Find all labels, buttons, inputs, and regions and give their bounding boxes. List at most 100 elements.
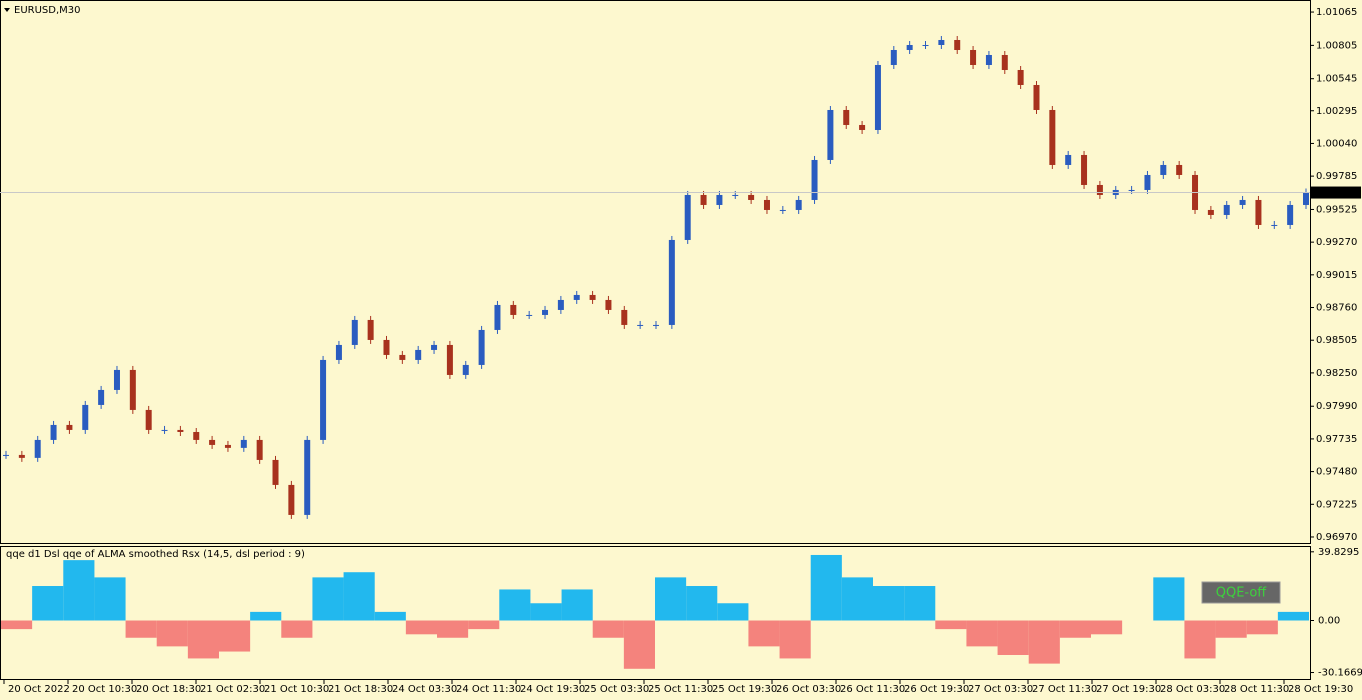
candle: [50, 424, 57, 440]
y-tick-label: 0.99785: [1316, 171, 1357, 182]
histogram-bar: [125, 620, 157, 638]
candle: [145, 409, 152, 430]
candle: [637, 324, 644, 326]
y-tick-label: 1.00040: [1316, 138, 1357, 149]
x-tick-label: 27 Oct 03:30: [968, 684, 1033, 695]
candle: [224, 444, 231, 448]
candle: [18, 454, 25, 458]
candle: [874, 64, 881, 130]
candle: [922, 44, 929, 46]
y-tick-label: 1.01065: [1316, 7, 1357, 18]
histogram-bar: [717, 603, 749, 621]
histogram-bar: [779, 620, 811, 659]
menu-arrow[interactable]: [4, 8, 10, 12]
candle: [1287, 204, 1294, 225]
x-tick-label: 21 Oct 18:30: [328, 684, 393, 695]
candle: [1096, 184, 1103, 195]
candle: [82, 404, 89, 430]
candle: [970, 49, 977, 65]
x-tick-label: 20 Oct 18:30: [136, 684, 201, 695]
candle: [732, 194, 739, 196]
histogram-bar: [1153, 577, 1185, 621]
candle: [3, 454, 9, 456]
candle: [1223, 204, 1230, 215]
candle: [748, 194, 755, 200]
candle: [954, 39, 961, 50]
qqe-button-label[interactable]: QQE-off: [1216, 586, 1268, 601]
y-tick-label: 0.97480: [1316, 467, 1357, 478]
y-tick-label: 0.00: [1318, 616, 1340, 627]
histogram-bar: [1028, 620, 1060, 664]
candle: [557, 299, 564, 310]
histogram-bar: [904, 586, 936, 621]
candle: [1239, 199, 1246, 205]
candle: [859, 124, 866, 130]
histogram-bar: [810, 554, 842, 621]
y-tick-label: 0.98505: [1316, 335, 1357, 346]
y-tick-label: 0.98760: [1316, 303, 1357, 314]
candle: [367, 319, 374, 340]
candle: [621, 309, 628, 325]
candle: [510, 304, 517, 315]
candle: [193, 431, 200, 440]
y-tick-label: 0.99525: [1316, 204, 1357, 215]
histogram-bar: [1059, 620, 1091, 638]
x-tick-label: 25 Oct 11:30: [648, 684, 713, 695]
candle: [1017, 69, 1024, 85]
candle: [1271, 224, 1278, 226]
histogram-bar: [468, 620, 500, 630]
indicator-panel: [0, 546, 1311, 680]
y-tick-label: 1.00805: [1316, 40, 1357, 51]
histogram-bar: [748, 620, 780, 647]
y-tick-label: 0.98250: [1316, 368, 1357, 379]
y-tick-label: 39.8295: [1318, 547, 1359, 558]
histogram-bar: [561, 589, 593, 621]
histogram-bar: [592, 620, 624, 638]
y-tick-label: 0.96970: [1316, 532, 1357, 543]
x-tick-label: 24 Oct 03:30: [392, 684, 457, 695]
candle: [1001, 54, 1008, 70]
main-panel: [0, 0, 1311, 544]
candle: [113, 369, 120, 390]
candle: [1207, 209, 1214, 215]
histogram-bar: [437, 620, 469, 638]
candle: [938, 39, 945, 45]
candle: [209, 439, 216, 445]
histogram-bar: [281, 620, 313, 638]
histogram-bar: [873, 586, 905, 621]
candle: [288, 484, 295, 515]
y-tick-label: 1.00295: [1316, 106, 1357, 117]
y-tick-label: 0.97735: [1316, 434, 1357, 445]
histogram-bar: [250, 611, 282, 621]
symbol-label: EURUSD,M30: [14, 5, 80, 16]
x-tick-label: 25 Oct 19:30: [712, 684, 777, 695]
x-tick-label: 26 Oct 03:30: [776, 684, 841, 695]
candle: [66, 424, 73, 430]
candle: [1065, 154, 1072, 165]
x-tick-label: 21 Oct 02:30: [200, 684, 265, 695]
candle: [446, 344, 453, 375]
histogram-bar: [187, 620, 219, 659]
qqe-button[interactable]: [1201, 581, 1281, 604]
candle: [1303, 192, 1309, 205]
histogram-bar: [1, 620, 33, 630]
x-tick-label: 25 Oct 03:30: [584, 684, 649, 695]
candle: [478, 329, 485, 365]
candle: [462, 364, 469, 375]
y-tick-label: -30.1669: [1318, 668, 1362, 679]
candle: [700, 194, 707, 205]
y-tick-label: 0.97990: [1316, 401, 1357, 412]
candle: [431, 344, 438, 350]
histogram-bar: [966, 620, 998, 647]
y-tick-label: 0.97225: [1316, 499, 1357, 510]
candle: [1128, 189, 1135, 191]
candle: [1144, 174, 1151, 190]
candle: [335, 344, 342, 360]
candle: [415, 349, 422, 360]
candle: [256, 439, 263, 460]
histogram-bar: [63, 560, 95, 621]
histogram-bar: [841, 577, 873, 621]
histogram-bar: [1277, 611, 1309, 621]
histogram-bar: [1246, 620, 1278, 635]
